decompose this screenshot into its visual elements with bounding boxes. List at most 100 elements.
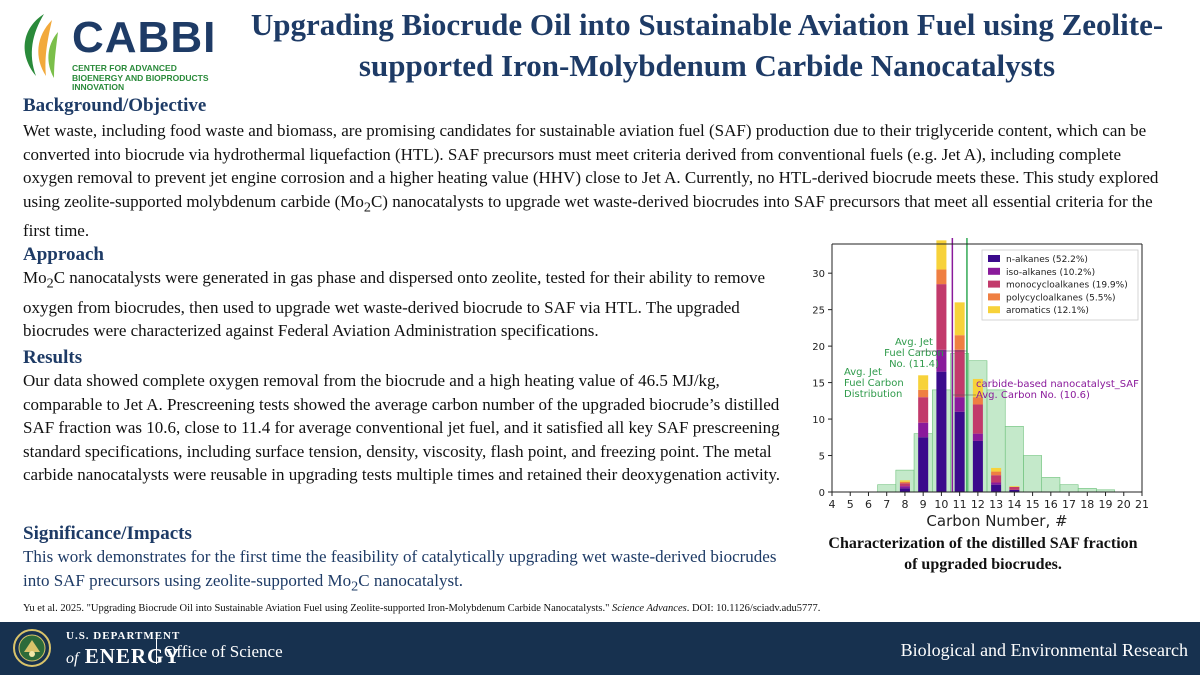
approach-heading: Approach bbox=[23, 244, 104, 265]
approach-body: Mo2C nanocatalysts were generated in gas… bbox=[23, 268, 766, 341]
doe-us-department: U.S. DEPARTMENT bbox=[66, 630, 181, 642]
x-axis-label: Carbon Number, # bbox=[926, 512, 1067, 530]
stacked-bar-segment bbox=[972, 440, 983, 492]
stacked-bar-segment bbox=[991, 482, 1002, 485]
x-tick-label: 12 bbox=[971, 498, 985, 511]
legend-box bbox=[981, 249, 1139, 321]
x-tick-label: 16 bbox=[1044, 498, 1058, 511]
logo-subtitle: CENTER FOR ADVANCED BIOENERGY AND BIOPRO… bbox=[72, 63, 209, 92]
x-tick-label: 10 bbox=[934, 498, 948, 511]
stacked-bar-segment bbox=[991, 471, 1002, 476]
significance-heading: Significance/Impacts bbox=[23, 523, 192, 544]
jet-distribution-bar bbox=[877, 484, 897, 493]
stacked-bar-segment bbox=[954, 397, 965, 412]
background-body: Wet waste, including food waste and biom… bbox=[23, 121, 1159, 241]
legend-swatch bbox=[988, 280, 1000, 288]
x-tick-label: 14 bbox=[1007, 498, 1021, 511]
doe-energy-word: ENERGY bbox=[84, 644, 181, 668]
stacked-bar-segment bbox=[899, 483, 910, 487]
legend-label: monocycloalkanes (19.9%) bbox=[1006, 281, 1128, 291]
x-tick-label: 17 bbox=[1062, 498, 1076, 511]
stacked-bar-segment bbox=[918, 375, 929, 390]
legend-label: n-alkanes (52.2%) bbox=[1006, 255, 1088, 265]
stacked-bar-segment bbox=[954, 302, 965, 336]
figure-caption: Characterization of the distilled SAF fr… bbox=[828, 535, 1138, 573]
stacked-bar-segment bbox=[918, 437, 929, 492]
stacked-bar-segment bbox=[954, 411, 965, 492]
legend-label: polycycloalkanes (5.5%) bbox=[1006, 293, 1116, 303]
background-heading: Background/Objective bbox=[23, 95, 207, 116]
stacked-bar-segment bbox=[991, 475, 1002, 483]
stacked-bar-segment bbox=[936, 269, 947, 285]
y-tick-label: 5 bbox=[819, 452, 825, 463]
doe-energy: of ENERGY bbox=[66, 644, 181, 669]
logo-wordmark: CABBI bbox=[72, 13, 217, 62]
stacked-bar-segment bbox=[899, 486, 910, 489]
footer-divider bbox=[156, 634, 157, 664]
stacked-bar-segment bbox=[936, 240, 947, 270]
y-tick-label: 30 bbox=[812, 269, 825, 280]
stacked-bar-segment bbox=[899, 481, 910, 484]
legend-swatch bbox=[988, 293, 1000, 301]
avg-jet-carbon-annotation: Avg. Jet Fuel Carbon No. (11.4) bbox=[884, 337, 944, 370]
saf-avg-carbon-annotation: carbide-based nanocatalyst_SAF Avg. Carbo… bbox=[976, 379, 1139, 401]
office-of-science: Office of Science bbox=[164, 642, 283, 661]
jet-distribution-bar bbox=[1059, 484, 1079, 493]
y-tick-label: 20 bbox=[812, 342, 825, 353]
results-heading: Results bbox=[23, 347, 83, 368]
x-tick-label: 15 bbox=[1026, 498, 1040, 511]
legend-swatch bbox=[988, 267, 1000, 275]
jet-distribution-annotation: Avg. Jet Fuel Carbon Distribution bbox=[844, 367, 904, 400]
x-tick-label: 20 bbox=[1117, 498, 1131, 511]
legend-swatch bbox=[988, 255, 1000, 262]
jet-distribution-bar bbox=[1041, 477, 1061, 493]
results-body: Our data showed complete oxygen removal … bbox=[23, 371, 781, 484]
stacked-bar-segment bbox=[1009, 489, 1020, 492]
y-tick-label: 0 bbox=[819, 488, 825, 499]
stacked-bar-segment bbox=[972, 433, 983, 441]
stacked-bar-segment bbox=[918, 397, 929, 423]
stacked-bar-segment bbox=[899, 488, 910, 492]
doe-of: of bbox=[66, 650, 79, 667]
x-tick-label: 18 bbox=[1080, 498, 1094, 511]
stacked-bar-segment bbox=[936, 371, 947, 492]
stacked-bar-segment bbox=[991, 467, 1002, 472]
stacked-bar-segment bbox=[972, 404, 983, 434]
carbon-number-chart: 4 5 6 7 8 9 10 11 12 13 14 15 16 17 18 19 20 210510152025… bbox=[812, 238, 1149, 530]
jet-distribution-bar bbox=[1077, 488, 1097, 493]
leaf-icon bbox=[24, 14, 58, 78]
jet-distribution-bar bbox=[1023, 455, 1043, 493]
stacked-bar-segment bbox=[918, 389, 929, 398]
legend-swatch bbox=[988, 306, 1000, 314]
footer-program: Biological and Environmental Research bbox=[900, 640, 1188, 660]
x-tick-label: 4 bbox=[829, 498, 836, 511]
doe-seal-icon bbox=[13, 629, 51, 667]
y-tick-label: 10 bbox=[812, 415, 825, 426]
stacked-bar-segment bbox=[972, 397, 983, 405]
x-tick-label: 5 bbox=[847, 498, 854, 511]
x-tick-label: 9 bbox=[920, 498, 927, 511]
jet-distribution-bar bbox=[1004, 426, 1024, 493]
footer-bar: U.S. DEPARTMENT of ENERGY Office of Scie… bbox=[0, 622, 1200, 675]
poster-title: Upgrading Biocrude Oil into Sustainable … bbox=[250, 7, 1164, 83]
x-tick-label: 7 bbox=[883, 498, 890, 511]
stacked-bar-segment bbox=[1009, 486, 1020, 490]
stacked-bar-segment bbox=[954, 349, 965, 398]
stacked-bar-segment bbox=[936, 349, 947, 372]
stacked-bar-segment bbox=[918, 422, 929, 438]
legend-label: iso-alkanes (10.2%) bbox=[1006, 268, 1095, 278]
stacked-bar-segment bbox=[991, 484, 1002, 492]
stacked-bar-segment bbox=[1009, 486, 1020, 487]
x-tick-label: 8 bbox=[901, 498, 908, 511]
x-tick-label: 11 bbox=[953, 498, 967, 511]
x-tick-label: 21 bbox=[1135, 498, 1149, 511]
stacked-bar-segment bbox=[954, 335, 965, 350]
significance-body: This work demonstrates for the first tim… bbox=[23, 547, 777, 594]
x-tick-label: 6 bbox=[865, 498, 872, 511]
stacked-bar-segment bbox=[972, 378, 983, 398]
x-tick-label: 13 bbox=[989, 498, 1003, 511]
stacked-bar-segment bbox=[899, 480, 910, 482]
y-tick-label: 25 bbox=[812, 306, 825, 317]
legend-label: aromatics (12.1%) bbox=[1006, 306, 1089, 316]
citation: Yu et al. 2025. "Upgrading Biocrude Oil … bbox=[23, 603, 821, 614]
